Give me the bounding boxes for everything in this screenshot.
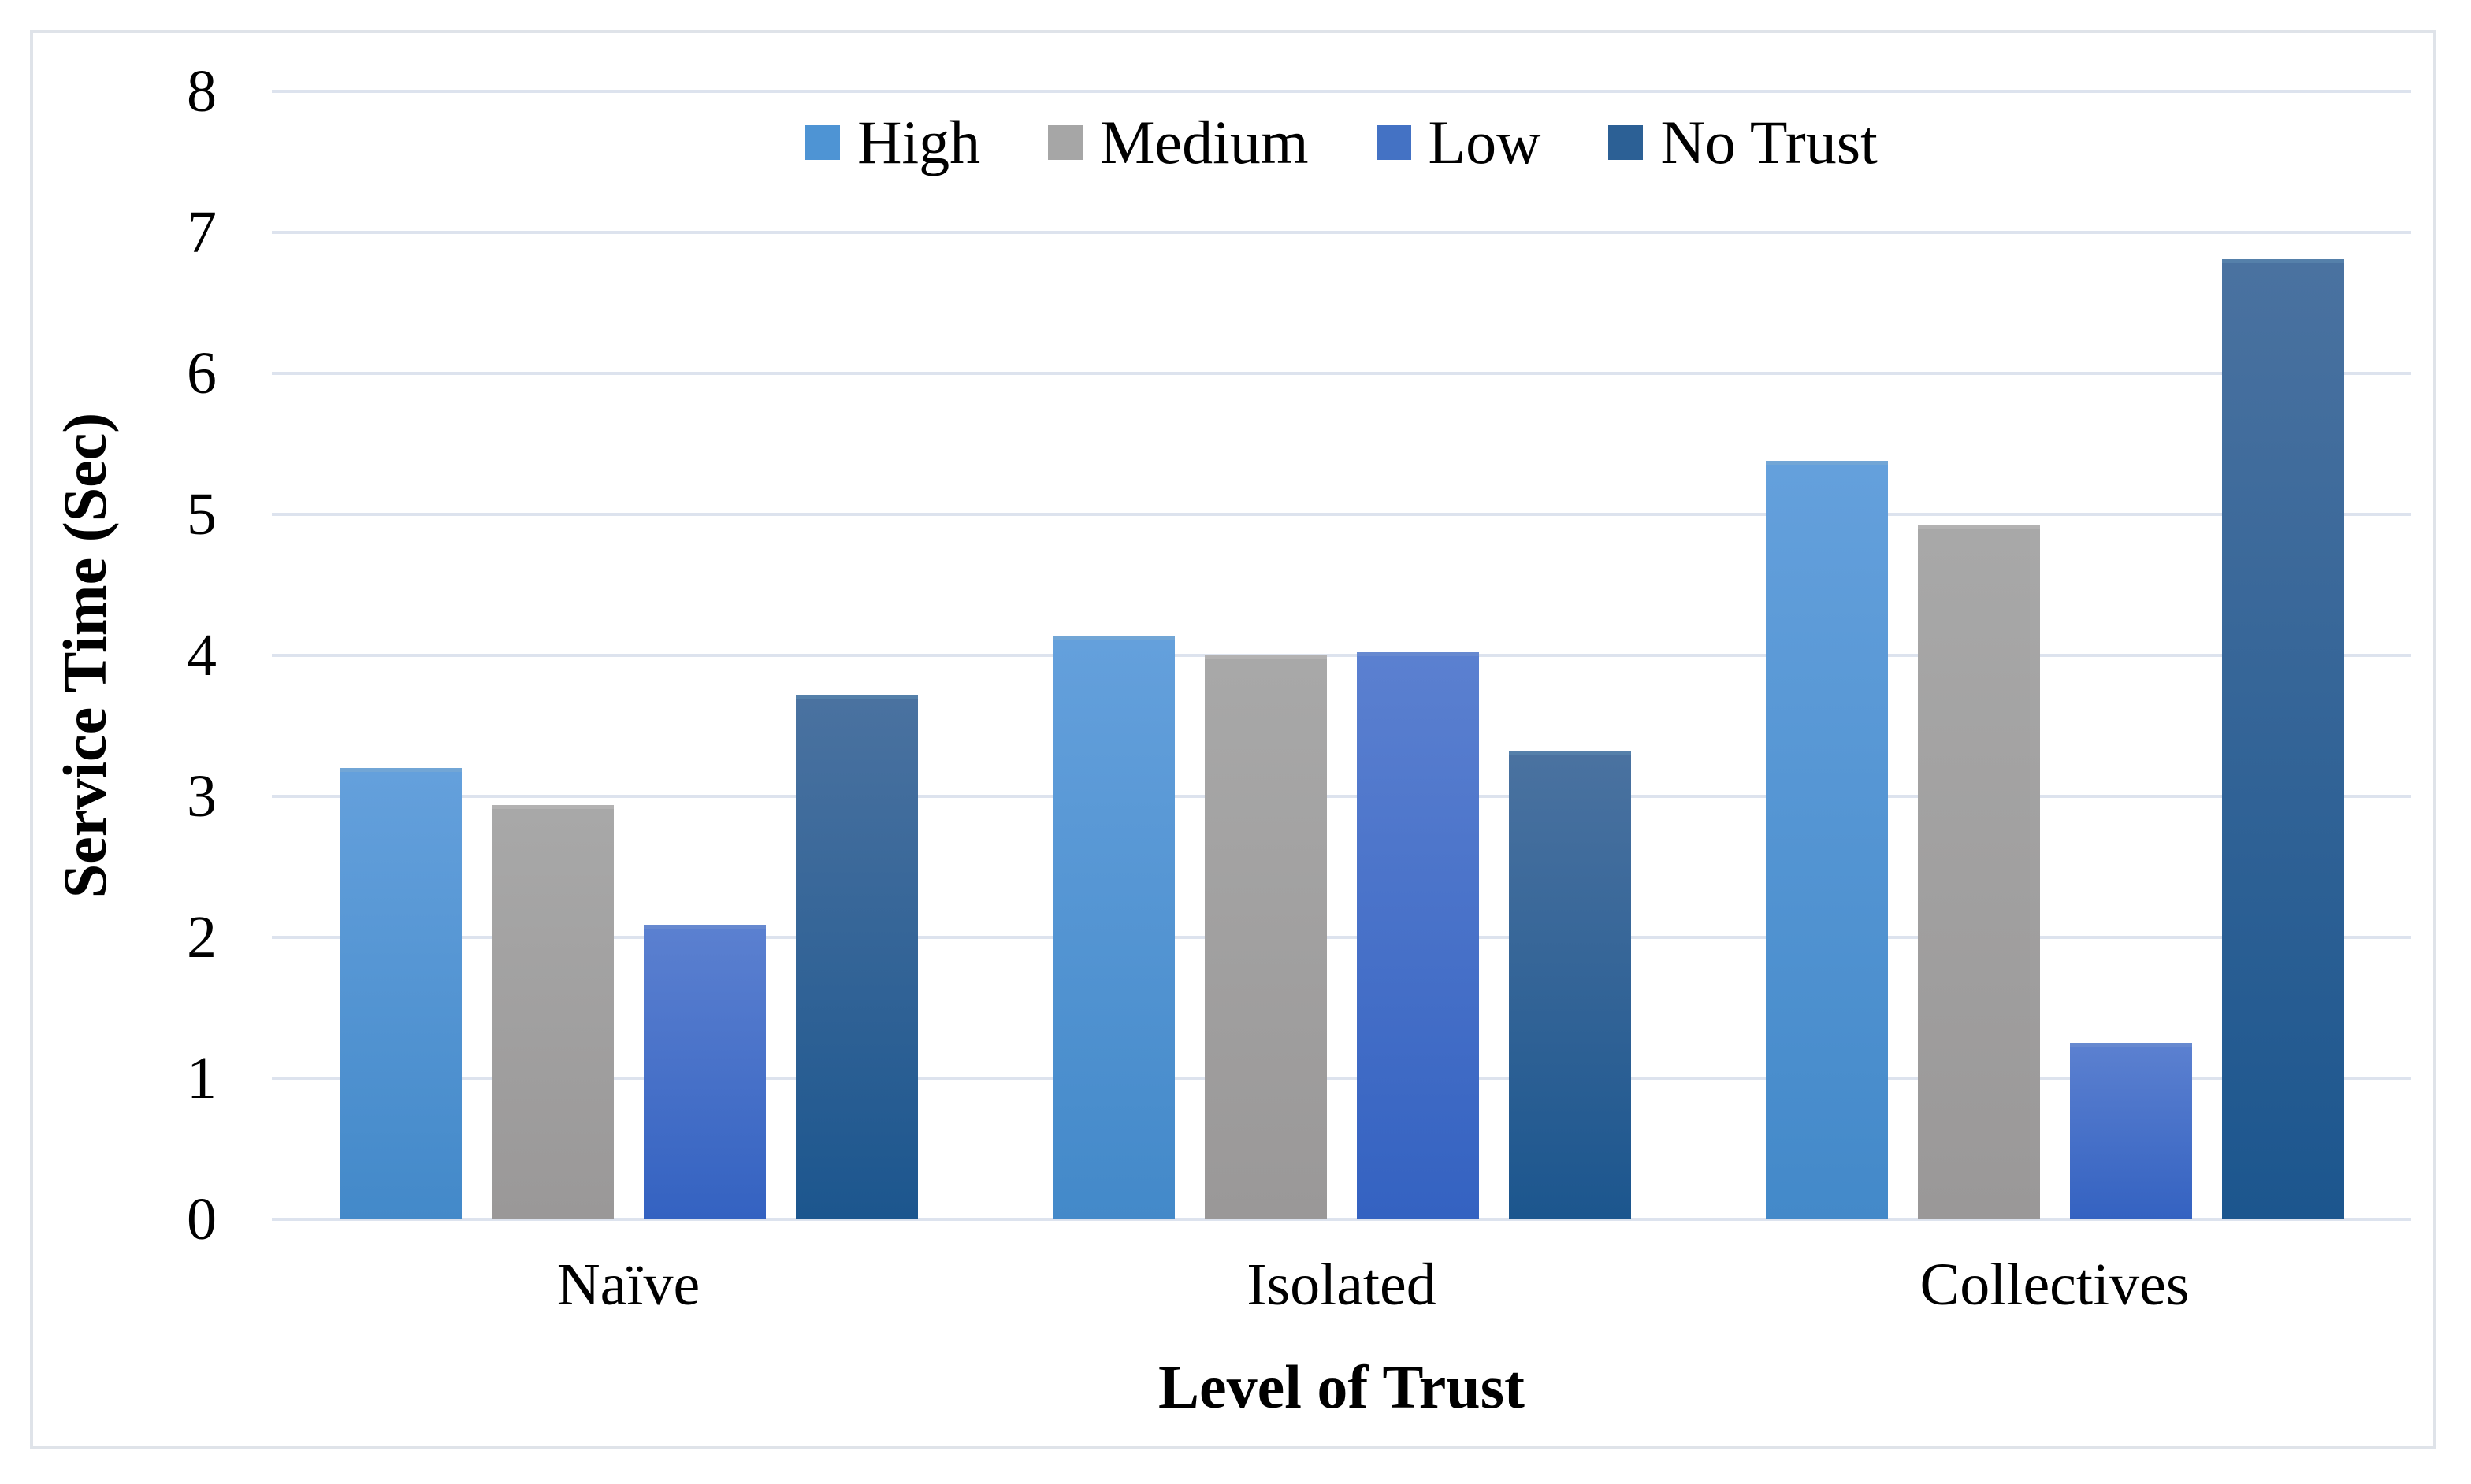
gridline-y-2 [272,936,2411,939]
legend-swatch-medium [1048,125,1083,160]
bar-low-isolated [1356,652,1479,1219]
legend-label-no-trust: No Trust [1660,108,1878,176]
gridline-y-3 [272,795,2411,798]
bar-low-na-ve [643,924,766,1219]
bar-no-trust-na-ve [795,695,918,1219]
gridline-y-0 [272,1218,2411,1221]
legend-swatch-low [1376,125,1411,160]
bar-low-collectives [2069,1043,2192,1219]
bar-high-collectives [1765,460,1888,1219]
legend-swatch-no-trust [1608,125,1644,160]
bar-no-trust-isolated [1508,751,1631,1219]
legend-item-low: Low [1376,108,1541,176]
bar-groups [272,91,2411,1219]
gridline-y-8 [272,90,2411,93]
bar-high-na-ve [339,768,462,1219]
bar-no-trust-collectives [2221,259,2344,1219]
bar-medium-na-ve [491,804,614,1219]
x-category-label-collectives: Collectives [1919,1252,2190,1318]
bar-group-na-ve [272,91,985,1219]
bar-high-isolated [1052,635,1175,1219]
gridline-y-5 [272,513,2411,516]
legend-swatch-high [805,125,841,160]
legend-item-high: High [805,112,980,173]
x-axis-title: Level of Trust [1157,1352,1525,1421]
gridline-y-6 [272,372,2411,375]
gridline-y-4 [272,654,2411,657]
bar-medium-isolated [1204,655,1327,1219]
bar-medium-collectives [1917,525,2040,1219]
x-category-label-isolated: Isolated [1247,1252,1436,1318]
gridline-y-7 [272,231,2411,234]
legend: High Medium Low No Trust [272,112,2411,173]
legend-label-medium: Medium [1100,108,1309,176]
legend-label-high: High [857,108,981,176]
legend-item-no-trust: No Trust [1608,108,1878,176]
bar-group-isolated [985,91,1698,1219]
gridline-y-1 [272,1077,2411,1080]
plot-area [272,90,2411,1221]
legend-label-low: Low [1428,108,1541,176]
x-category-label-na-ve: Naïve [556,1252,700,1318]
legend-item-medium: Medium [1048,108,1309,176]
y-axis-title: Service Time (Sec) [50,412,119,899]
x-axis-category-labels: Naïve Isolated Collectives [272,1251,2411,1319]
bar-group-collectives [1698,91,2411,1219]
